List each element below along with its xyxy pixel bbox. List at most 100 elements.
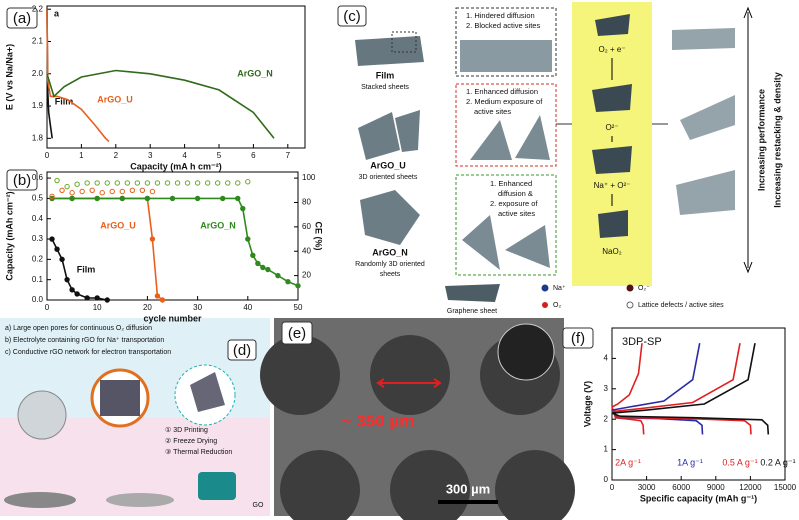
series-line	[611, 343, 645, 435]
printed-disc	[106, 493, 174, 507]
zoom-box	[391, 31, 417, 53]
series-label: ArGO_U	[100, 220, 136, 230]
data-point	[84, 180, 90, 186]
data-point	[159, 297, 166, 303]
plot-frame	[46, 171, 299, 301]
data-point	[245, 179, 251, 185]
argo-n-name: ArGO_N	[372, 247, 408, 257]
trend: Increasing performance	[756, 89, 766, 191]
data-point	[275, 272, 281, 279]
y2-tick-label: 20	[302, 271, 311, 280]
x-tick-label: 30	[193, 303, 202, 312]
data-point	[164, 180, 171, 186]
product-sheets	[672, 28, 735, 215]
data-point	[99, 190, 105, 196]
argo-n-detail	[462, 215, 550, 270]
data-point	[250, 252, 256, 259]
data-point	[54, 246, 60, 252]
data-point	[174, 180, 181, 186]
x-tick-label: 3	[148, 151, 153, 160]
data-point	[109, 188, 115, 195]
y-tick-label: 0.2	[32, 254, 44, 263]
film-name: Film	[376, 70, 395, 80]
argo-n-note: diffusion &	[498, 189, 533, 198]
y-axis-label: Voltage (V)	[582, 381, 592, 427]
x-tick-label: 50	[294, 303, 303, 312]
step: NaO₂	[602, 247, 622, 256]
data-point	[154, 293, 161, 299]
series-label: Film	[55, 96, 74, 106]
y2-axis-label: CE (%)	[314, 222, 324, 251]
data-point	[235, 180, 241, 186]
inset	[497, 323, 555, 381]
pore	[280, 450, 360, 520]
y-tick-label: 3	[604, 384, 609, 393]
step: ③ Thermal Reduction	[165, 448, 232, 456]
data-point	[114, 180, 120, 186]
argo-n-note: 1. Enhanced	[490, 179, 532, 188]
data-point	[144, 195, 151, 202]
x-tick-label: 6000	[672, 483, 690, 492]
ink-bath	[198, 472, 236, 500]
y-tick-label: 0.4	[32, 214, 44, 223]
y2-tick-label: 60	[302, 222, 311, 231]
film-note: 2. Blocked active sites	[466, 21, 540, 30]
data-point	[194, 180, 201, 186]
data-point	[124, 180, 131, 186]
data-point	[119, 195, 126, 202]
series-label: ArGO_N	[237, 68, 273, 78]
series-line	[46, 9, 110, 143]
x-tick-label: 4	[182, 151, 187, 160]
data-point	[49, 193, 55, 200]
panel-label: (a)	[13, 10, 31, 27]
x-tick-label: 10	[93, 303, 102, 312]
data-point	[225, 180, 231, 186]
data-point	[265, 266, 271, 273]
scale-bar	[438, 500, 498, 504]
panel-label-box	[337, 5, 367, 27]
data-point	[255, 260, 261, 267]
data-point	[104, 297, 110, 303]
data-point	[94, 295, 100, 301]
y-tick-label: 2.0	[32, 69, 44, 78]
trend: Increasing restacking & density	[772, 72, 782, 208]
legend-icon	[542, 302, 548, 308]
data-point	[295, 283, 301, 289]
argo-n-note: 2. exposure of	[490, 199, 538, 208]
chart-title: 3DP-SP	[622, 336, 662, 348]
film-detail	[460, 40, 552, 72]
data-point	[69, 195, 75, 202]
note: b) Electrolyte containing rGO for Na⁺ tr…	[5, 337, 164, 344]
film-desc: Stacked sheets	[361, 84, 409, 91]
legend-label: Lattice defects / active sites	[638, 302, 724, 309]
x-tick-label: 6	[251, 151, 256, 160]
x-tick-label: 12000	[739, 483, 762, 492]
argo-u-name: ArGO_U	[370, 160, 406, 170]
pore	[370, 335, 450, 415]
annotation: a	[54, 8, 60, 18]
x-tick-label: 3000	[638, 483, 656, 492]
x-tick-label: 40	[243, 303, 252, 312]
step: ① 3D Printing	[165, 426, 208, 434]
electrode	[100, 380, 140, 416]
series-label: 0.2 A g⁻¹	[760, 457, 795, 467]
series-line	[52, 197, 164, 301]
series-line	[611, 343, 770, 435]
pore	[495, 450, 575, 520]
argo-u-note: active sites	[474, 107, 511, 116]
pore	[260, 335, 340, 415]
argo-u-sheets	[358, 110, 420, 160]
legend-label: O₂	[553, 302, 561, 309]
x-tick-label: 0	[45, 151, 50, 160]
series-line	[611, 343, 704, 435]
panel-label-box	[6, 7, 38, 29]
series-line	[611, 343, 752, 435]
go-label: GO	[253, 502, 264, 509]
data-point	[49, 236, 55, 242]
x-tick-label: 5	[217, 151, 222, 160]
y-tick-label: 0	[604, 475, 609, 484]
y-tick-label: 4	[604, 354, 609, 363]
y-tick-label: 0.3	[32, 234, 44, 243]
note: c) Conductive rGO network for electron t…	[5, 349, 171, 356]
argo-n-desc: sheets	[380, 271, 401, 278]
